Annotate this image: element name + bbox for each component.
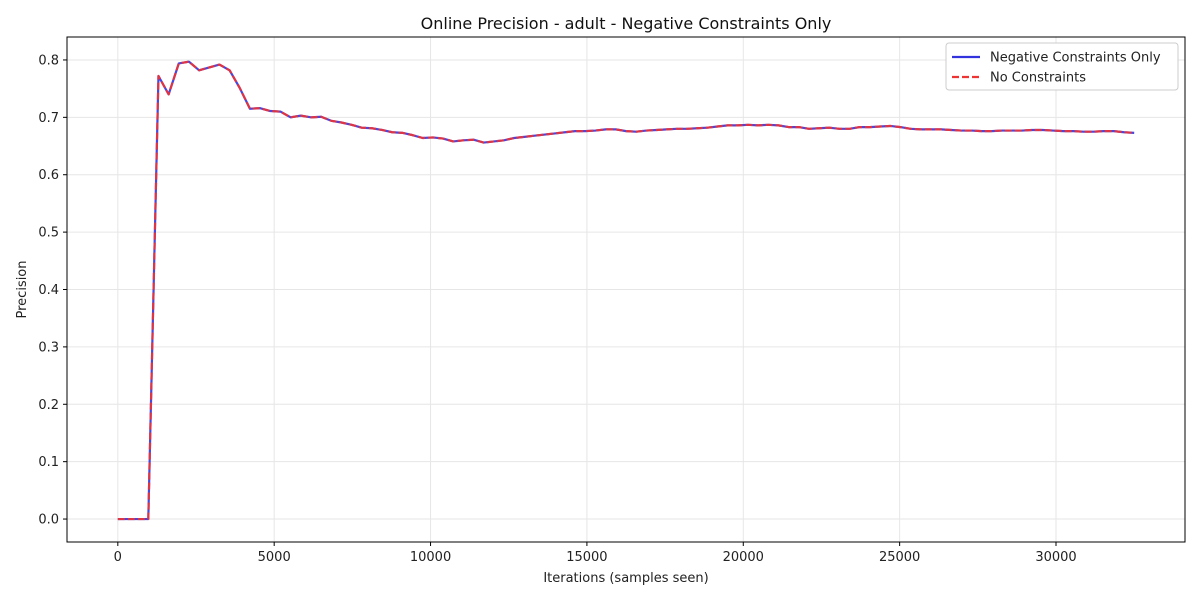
legend: Negative Constraints Only No Constraints	[945, 42, 1179, 91]
x-axis-label: Iterations (samples seen)	[543, 571, 708, 586]
legend-label-negative-constraints: Negative Constraints Only	[990, 51, 1161, 66]
x-tick-label: 0	[114, 550, 122, 565]
x-tick-label: 10000	[410, 550, 451, 565]
plot-frame	[66, 36, 1186, 543]
x-axis-ticks: 0 5000 10000 15000 20000 25000 30000	[114, 542, 1077, 565]
chart-title: Online Precision - adult - Negative Cons…	[421, 14, 832, 33]
x-tick-label: 15000	[566, 550, 607, 565]
y-tick-label: 0.8	[38, 53, 59, 68]
y-tick-label: 0.4	[38, 283, 59, 298]
y-tick-label: 0.7	[38, 111, 59, 126]
y-tick-label: 0.2	[38, 398, 59, 413]
y-tick-label: 0.3	[38, 340, 59, 355]
series-line-no-constraints	[117, 60, 1135, 521]
y-tick-label: 0.5	[38, 226, 59, 241]
x-tick-label: 30000	[1035, 550, 1076, 565]
legend-label-no-constraints: No Constraints	[990, 71, 1086, 86]
legend-box	[945, 42, 1179, 91]
y-axis-ticks: 0.0 0.1 0.2 0.3 0.4 0.5 0.6 0.7 0.8	[38, 53, 67, 528]
y-tick-label: 0.1	[38, 455, 59, 470]
x-tick-label: 5000	[258, 550, 291, 565]
grid-lines	[67, 37, 1185, 542]
x-tick-label: 25000	[879, 550, 920, 565]
y-tick-label: 0.0	[38, 513, 59, 528]
x-tick-label: 20000	[723, 550, 764, 565]
series-lines	[117, 60, 1135, 521]
y-axis-label: Precision	[15, 260, 30, 318]
y-tick-label: 0.6	[38, 168, 59, 183]
